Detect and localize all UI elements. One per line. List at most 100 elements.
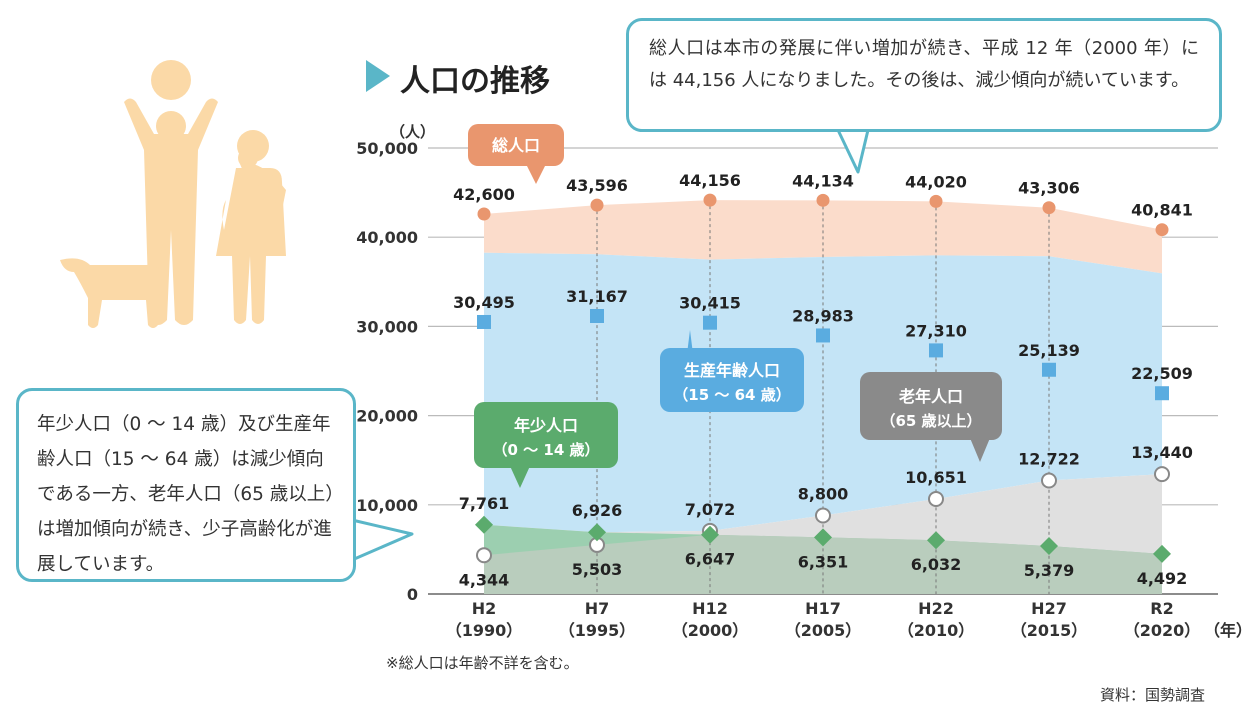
point-total: [590, 198, 604, 212]
x-tick-year: （2020）: [1124, 621, 1201, 640]
footnote: ※総人口は年齢不詳を含む。: [386, 654, 579, 672]
callout-left-tail: [350, 518, 414, 562]
point-total: [1155, 223, 1169, 237]
label-young: 6,647: [685, 550, 736, 569]
point-total: [1042, 201, 1056, 215]
label-elderly: 5,503: [572, 560, 623, 579]
x-tick-era: H27: [1031, 599, 1067, 618]
point-elderly: [476, 547, 492, 564]
badge-young: 年少人口 （0 ～ 14 歳）: [474, 402, 618, 488]
source-label: 資料：国勢調査: [1100, 686, 1206, 704]
badge-tail: [526, 164, 546, 184]
point-young: [475, 515, 493, 534]
x-axis-unit: （年）: [1204, 621, 1250, 640]
label-working: 30,415: [679, 294, 741, 313]
point-working: [1155, 386, 1169, 401]
x-tick-era: H22: [918, 599, 954, 618]
x-tick-era: H12: [692, 599, 728, 618]
y-tick-50000: 50,000: [356, 139, 418, 158]
label-elderly: 10,651: [905, 468, 967, 487]
y-axis-unit: （人）: [390, 123, 435, 141]
label-working: 22,509: [1131, 364, 1193, 383]
label-elderly: 4,344: [459, 570, 510, 589]
badge-name: 老年人口: [898, 387, 963, 406]
label-total: 40,841: [1131, 201, 1193, 220]
label-total: 44,020: [905, 172, 967, 191]
x-tick-era: H7: [585, 599, 610, 618]
badge-name: 総人口: [492, 136, 540, 155]
family-icon: [60, 60, 286, 328]
label-young: 7,761: [459, 494, 510, 513]
x-tick-era: H17: [805, 599, 841, 618]
y-tick-30000: 30,000: [356, 317, 418, 336]
x-tick-year: （2005）: [785, 621, 862, 640]
point-young: [814, 528, 832, 547]
point-working: [816, 328, 830, 343]
badge-sub: （65 歳以上）: [880, 412, 981, 430]
label-working: 25,139: [1018, 341, 1080, 360]
point-total: [929, 194, 943, 208]
x-tick-year: （1995）: [559, 621, 636, 640]
label-working: 31,167: [566, 287, 628, 306]
label-young: 4,492: [1137, 569, 1188, 588]
x-tick-year: （2000）: [672, 621, 749, 640]
y-tick-40000: 40,000: [356, 228, 418, 247]
badge-name: 年少人口: [514, 416, 578, 435]
badge-box: [660, 348, 804, 412]
label-working: 27,310: [905, 321, 967, 340]
label-elderly: 7,072: [685, 500, 736, 519]
label-working: 28,983: [792, 306, 854, 325]
label-total: 43,306: [1018, 179, 1080, 198]
area-overlap: [484, 534, 1162, 594]
badge-working: 生産年齢人口 （15 ～ 64 歳）: [660, 330, 804, 412]
point-working: [590, 308, 604, 323]
point-total: [703, 193, 717, 207]
label-young: 6,032: [911, 555, 962, 574]
label-young: 5,379: [1024, 561, 1075, 580]
badge-sub: （15 ～ 64 歳）: [673, 386, 790, 404]
x-tick-year: （2010）: [898, 621, 975, 640]
badge-box: [474, 402, 618, 468]
label-elderly: 12,722: [1018, 450, 1080, 469]
label-total: 43,596: [566, 176, 628, 195]
callout-aging-trend: 年少人口（0 ～ 14 歳）及び生産年齢人口（15 ～ 64 歳）は減少傾向であ…: [16, 388, 356, 582]
point-young: [927, 531, 945, 550]
label-total: 44,156: [679, 171, 741, 190]
badge-total: 総人口: [468, 124, 564, 184]
point-working: [1042, 362, 1056, 377]
point-working: [703, 315, 717, 330]
point-working: [929, 343, 943, 358]
label-elderly: 13,440: [1131, 443, 1193, 462]
x-tick-era: H2: [472, 599, 497, 618]
badge-box: [468, 124, 564, 166]
point-total: [816, 193, 830, 207]
badge-box: [860, 372, 1002, 440]
x-tick-era: R2: [1150, 599, 1173, 618]
point-elderly: [1154, 466, 1170, 483]
point-young: [1040, 537, 1058, 556]
callout-top-tail: [836, 128, 870, 174]
point-young: [1153, 544, 1171, 563]
label-working: 30,495: [453, 293, 515, 312]
label-young: 6,351: [798, 552, 849, 571]
point-elderly: [928, 490, 944, 507]
label-total: 44,134: [792, 171, 854, 190]
x-tick-year: （2015）: [1011, 621, 1088, 640]
y-tick-20000: 20,000: [356, 407, 418, 426]
point-working: [477, 314, 491, 329]
badge-elderly: 老年人口 （65 歳以上）: [860, 372, 1002, 462]
y-tick-0: 0: [407, 585, 418, 604]
label-total: 42,600: [453, 185, 515, 204]
point-elderly: [815, 507, 831, 524]
chart-title: 人口の推移: [400, 64, 550, 99]
label-elderly: 8,800: [798, 485, 849, 504]
point-young: [588, 523, 606, 542]
badge-tail: [970, 438, 990, 462]
badge-tail: [510, 466, 530, 488]
point-total: [477, 207, 491, 221]
y-tick-10000: 10,000: [356, 496, 418, 515]
title-marker-icon: [366, 60, 390, 92]
badge-name: 生産年齢人口: [684, 361, 780, 380]
